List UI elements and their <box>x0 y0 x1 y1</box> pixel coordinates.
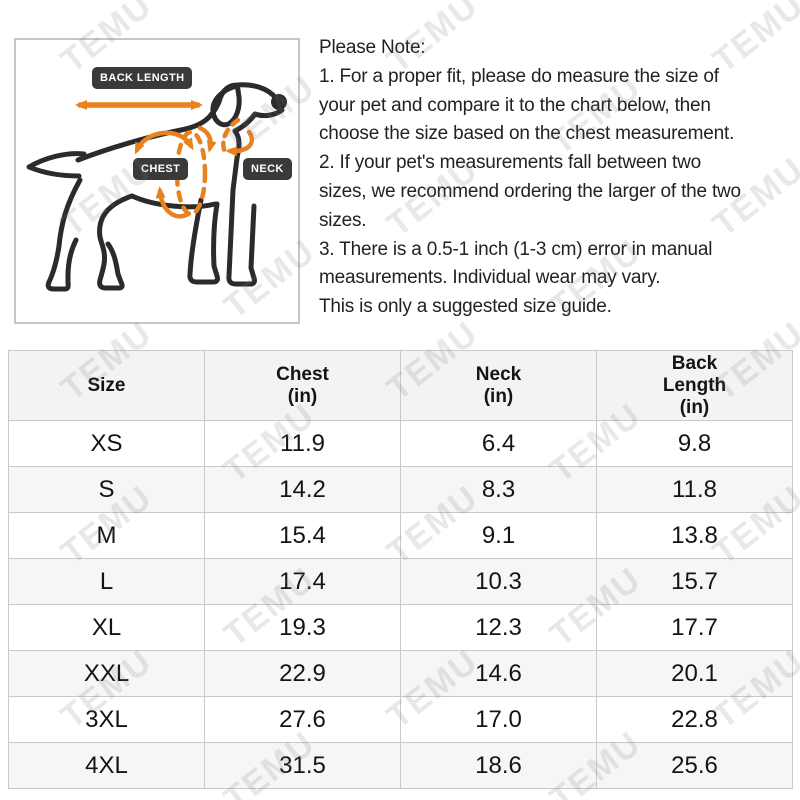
table-row-4xl: 4XL 31.5 18.6 25.6 <box>8 742 793 789</box>
cell-xl-back: 17.7 <box>596 604 793 651</box>
size-chart-table: Size Chest (in) Neck (in) Back Length (in) XS 11… <box>8 350 793 789</box>
cell-s-chest: 14.2 <box>204 466 401 513</box>
note-line: sizes, we recommend ordering the larger … <box>319 180 741 202</box>
cell-xs-back: 9.8 <box>596 420 793 467</box>
cell-m-back: 13.8 <box>596 512 793 559</box>
table-row-xxl: XXL 22.9 14.6 20.1 <box>8 650 793 697</box>
cell-xs-chest: 11.9 <box>204 420 401 467</box>
note-line: This is only a suggested size guide. <box>319 296 612 318</box>
cell-s-neck: 8.3 <box>400 466 597 513</box>
size-chart-header: Size Chest (in) Neck (in) Back Length (in) <box>8 350 793 421</box>
neck-label: NECK <box>243 158 292 180</box>
cell-l-neck: 10.3 <box>400 558 597 605</box>
table-row-xs: XS 11.9 6.4 9.8 <box>8 420 793 467</box>
cell-m-neck: 9.1 <box>400 512 597 559</box>
cell-3xl-size: 3XL <box>8 696 205 743</box>
size-chart-body: XS 11.9 6.4 9.8 S 14.2 8.3 11.8 M 15.4 9.1 13.8 L 17.… <box>8 420 793 789</box>
cell-xl-neck: 12.3 <box>400 604 597 651</box>
table-row-m: M 15.4 9.1 13.8 <box>8 512 793 559</box>
note-block: Please Note: 1. For a proper fit, please … <box>319 34 797 322</box>
column-header-size: Size <box>8 350 205 421</box>
cell-l-back: 15.7 <box>596 558 793 605</box>
table-row-xl: XL 19.3 12.3 17.7 <box>8 604 793 651</box>
size-chart-header-row: Size Chest (in) Neck (in) Back Length (in) <box>8 350 793 421</box>
note-line: measurements. Individual wear may vary. <box>319 267 661 289</box>
table-row-s: S 14.2 8.3 11.8 <box>8 466 793 513</box>
chest-label: CHEST <box>133 158 189 180</box>
cell-xxl-neck: 14.6 <box>400 650 597 697</box>
table-row-l: L 17.4 10.3 15.7 <box>8 558 793 605</box>
cell-3xl-neck: 17.0 <box>400 696 597 743</box>
cell-xl-chest: 19.3 <box>204 604 401 651</box>
cell-xxl-chest: 22.9 <box>204 650 401 697</box>
cell-s-back: 11.8 <box>596 466 793 513</box>
cell-xs-size: XS <box>8 420 205 467</box>
cell-s-size: S <box>8 466 205 513</box>
measurement-arrows <box>75 100 255 219</box>
note-line: sizes. <box>319 209 367 231</box>
note-line: Please Note: <box>319 37 426 58</box>
cell-4xl-size: 4XL <box>8 742 205 789</box>
note-line: 3. There is a 0.5-1 inch (1-3 cm) error … <box>319 238 713 260</box>
table-row-3xl: 3XL 27.6 17.0 22.8 <box>8 696 793 743</box>
note-line: 2. If your pet's measurements fall betwe… <box>319 152 702 174</box>
cell-m-chest: 15.4 <box>204 512 401 559</box>
dog-outline <box>26 82 287 292</box>
dog-line-art <box>26 82 287 292</box>
cell-3xl-back: 22.8 <box>596 696 793 743</box>
column-header-back: Back Length (in) <box>596 350 793 421</box>
back-length-label: BACK LENGTH <box>92 67 193 89</box>
cell-xxl-back: 20.1 <box>596 650 793 697</box>
column-header-neck: Neck (in) <box>400 350 597 421</box>
note-line: choose the size based on the chest measu… <box>319 123 735 145</box>
note-line: your pet and compare it to the chart bel… <box>319 94 711 116</box>
cell-4xl-back: 25.6 <box>596 742 793 789</box>
cell-l-chest: 17.4 <box>204 558 401 605</box>
cell-xl-size: XL <box>8 604 205 651</box>
cell-xs-neck: 6.4 <box>400 420 597 467</box>
cell-4xl-chest: 31.5 <box>204 742 401 789</box>
cell-xxl-size: XXL <box>8 650 205 697</box>
cell-m-size: M <box>8 512 205 559</box>
cell-l-size: L <box>8 558 205 605</box>
note-line: 1. For a proper fit, please do measure t… <box>319 65 719 87</box>
column-header-chest: Chest (in) <box>204 350 401 421</box>
dog-measurement-diagram: BACK LENGTH CHEST NECK <box>14 38 300 324</box>
cell-4xl-neck: 18.6 <box>400 742 597 789</box>
cell-3xl-chest: 27.6 <box>204 696 401 743</box>
